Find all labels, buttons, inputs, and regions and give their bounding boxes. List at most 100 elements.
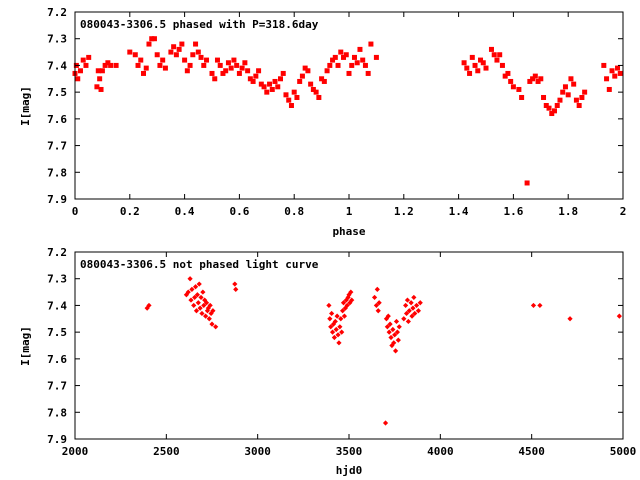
unphased-data-point xyxy=(417,300,423,306)
phased-data-point xyxy=(338,49,344,55)
phased-data-point xyxy=(609,68,615,74)
unphased-data-point xyxy=(537,302,543,309)
phased-data-point xyxy=(480,60,486,66)
phased-y-tick-label: 7.6 xyxy=(47,113,67,126)
phased-data-point xyxy=(220,70,226,76)
unphased-data-point xyxy=(328,324,334,330)
phased-y-tick-label: 7.2 xyxy=(47,6,67,19)
phased-chart-title: 080043-3306.5 phased with P=318.6day xyxy=(80,18,319,31)
unphased-data-point xyxy=(392,332,398,338)
phased-data-point xyxy=(519,94,525,100)
phased-data-point xyxy=(357,46,363,52)
unphased-x-tick-label: 2000 xyxy=(62,445,89,458)
phased-data-point xyxy=(335,62,341,68)
unphased-data-point xyxy=(374,286,380,292)
phased-data-point xyxy=(297,78,303,84)
unphased-data-point xyxy=(385,313,391,319)
phased-data-point xyxy=(162,65,168,71)
phased-data-point xyxy=(538,76,544,82)
phased-data-point xyxy=(349,62,355,68)
phased-data-point xyxy=(283,92,289,98)
unphased-data-point xyxy=(406,308,412,314)
phased-data-point xyxy=(217,62,223,68)
unphased-y-tick-label: 7.5 xyxy=(47,326,67,339)
unphased-data-point xyxy=(146,302,152,309)
phased-data-point xyxy=(346,70,352,76)
phased-data-point xyxy=(313,89,319,95)
unphased-data-point xyxy=(340,300,347,306)
phased-data-point xyxy=(606,86,612,92)
unphased-data-point xyxy=(394,329,401,335)
phased-data-point xyxy=(223,68,229,74)
phased-data-point xyxy=(319,76,325,82)
phased-data-point xyxy=(478,57,484,63)
phased-data-point xyxy=(571,81,577,87)
phased-y-tick-label: 7.9 xyxy=(47,193,67,206)
unphased-data-point xyxy=(329,329,336,335)
phased-data-point xyxy=(94,84,100,90)
phased-data-point xyxy=(535,78,541,84)
unphased-data-point xyxy=(329,310,335,317)
phased-y-tick-label: 7.3 xyxy=(47,33,67,46)
unphased-x-tick-label: 4500 xyxy=(518,445,545,458)
phased-data-point xyxy=(256,68,262,74)
phased-data-point xyxy=(225,60,231,66)
phased-data-point xyxy=(143,65,149,71)
unphased-data-point xyxy=(334,313,340,319)
unphased-data-point xyxy=(403,310,410,317)
phased-y-tick-label: 7.7 xyxy=(47,140,67,153)
unphased-data-point xyxy=(393,318,400,325)
phased-data-point xyxy=(467,70,473,76)
phased-data-point xyxy=(264,89,270,95)
unphased-data-point xyxy=(189,286,195,292)
unphased-data-point xyxy=(339,329,345,335)
unphased-data-point xyxy=(395,337,401,343)
unphased-data-point xyxy=(412,310,418,317)
phased-data-point xyxy=(99,68,105,74)
unphased-data-point xyxy=(195,300,201,306)
phased-x-tick-label: 0.6 xyxy=(229,205,249,218)
phased-data-point xyxy=(508,78,514,84)
phased-data-point xyxy=(472,62,478,68)
phased-data-point xyxy=(365,70,371,76)
phased-plot-frame xyxy=(74,11,624,200)
unphased-data-point xyxy=(567,316,573,322)
phased-data-point xyxy=(524,180,530,186)
phased-data-point xyxy=(261,84,267,90)
phased-data-point xyxy=(475,68,481,74)
unphased-y-tick-label: 7.6 xyxy=(47,353,67,366)
unphased-y-tick-label: 7.8 xyxy=(47,406,67,419)
phased-y-tick-label: 7.4 xyxy=(47,59,67,72)
phased-data-point xyxy=(195,49,201,55)
unphased-data-point xyxy=(232,281,238,287)
phased-data-point xyxy=(530,76,536,82)
phased-x-tick-label: 1.4 xyxy=(449,205,469,218)
unphased-data-point xyxy=(337,324,343,330)
phased-data-point xyxy=(557,97,563,103)
phased-data-point xyxy=(278,76,283,82)
phased-data-point xyxy=(267,81,273,87)
phased-data-points xyxy=(72,36,623,186)
unphased-data-point xyxy=(207,302,213,309)
unphased-data-point xyxy=(382,420,389,426)
phased-data-point xyxy=(343,52,349,58)
phased-data-point xyxy=(286,97,292,103)
phased-data-point xyxy=(272,78,278,84)
phased-data-point xyxy=(327,62,333,68)
unphased-data-point xyxy=(192,284,199,290)
phased-data-point xyxy=(132,52,138,58)
phased-y-tick-label: 7.5 xyxy=(47,86,67,99)
phased-data-point xyxy=(464,65,470,71)
phased-data-point xyxy=(582,89,588,95)
phased-data-point xyxy=(541,94,547,100)
phased-data-point xyxy=(231,57,237,63)
phased-data-point xyxy=(151,36,157,42)
phased-y-axis-label: I[mag] xyxy=(19,86,32,126)
unphased-data-point xyxy=(200,289,206,295)
phased-x-tick-label: 1.2 xyxy=(394,205,414,218)
phased-data-point xyxy=(214,57,220,63)
unphased-chart-title: 080043-3306.5 not phased light curve xyxy=(80,258,319,271)
unphased-data-point xyxy=(404,297,411,303)
phased-data-point xyxy=(245,68,251,74)
